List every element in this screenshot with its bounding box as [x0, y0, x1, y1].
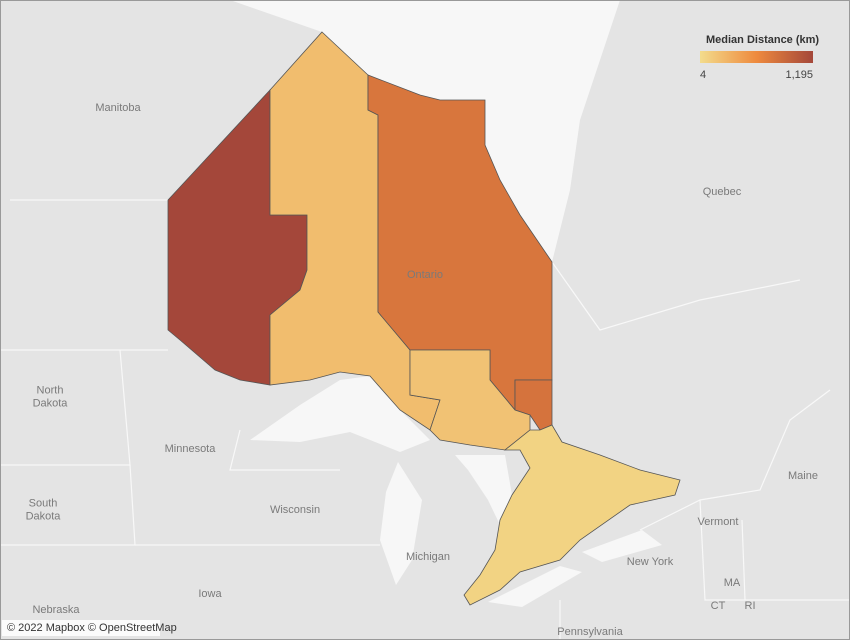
place-label: Ontario: [407, 269, 443, 281]
regions: [167, 31, 681, 606]
border: [699, 499, 850, 601]
border: [741, 519, 746, 601]
place-label: South Dakota: [26, 497, 62, 522]
place-label: New York: [627, 556, 674, 568]
place-label: North Dakota: [33, 384, 69, 409]
labels: Manitoba Quebec Ontario North Dakota Minnesot…: [26, 102, 818, 638]
lake-erie: [488, 566, 582, 607]
lake-michigan: [380, 462, 422, 585]
place-label: Wisconsin: [270, 504, 320, 516]
place-label: Manitoba: [95, 102, 141, 114]
hudson-bay: [230, 0, 620, 262]
border: [639, 389, 831, 531]
legend-min: 4: [700, 69, 706, 81]
place-label: Nebraska: [32, 604, 80, 616]
place-label: Maine: [788, 470, 818, 482]
borders: [0, 199, 850, 640]
lake-huron: [455, 455, 512, 525]
place-label: RI: [745, 600, 756, 612]
place-label: Vermont: [698, 516, 739, 528]
attribution-bg: [2, 620, 160, 636]
place-label: MA: [724, 577, 741, 589]
place-label: Michigan: [406, 551, 450, 563]
border: [229, 429, 340, 471]
place-label: Minnesota: [165, 443, 217, 455]
place-label: CT: [711, 600, 726, 612]
place-label: Iowa: [198, 588, 222, 600]
place-label: Quebec: [703, 186, 742, 198]
legend-max: 1,195: [785, 69, 813, 81]
legend-gradient: [700, 51, 813, 63]
border: [551, 261, 801, 331]
lake-superior: [250, 376, 430, 452]
attribution: © 2022 Mapbox © OpenStreetMap: [7, 622, 177, 634]
legend-title: Median Distance (km): [706, 34, 819, 46]
lake-ontario: [582, 530, 662, 562]
place-label: Pennsylvania: [557, 626, 623, 638]
region: [463, 424, 681, 606]
